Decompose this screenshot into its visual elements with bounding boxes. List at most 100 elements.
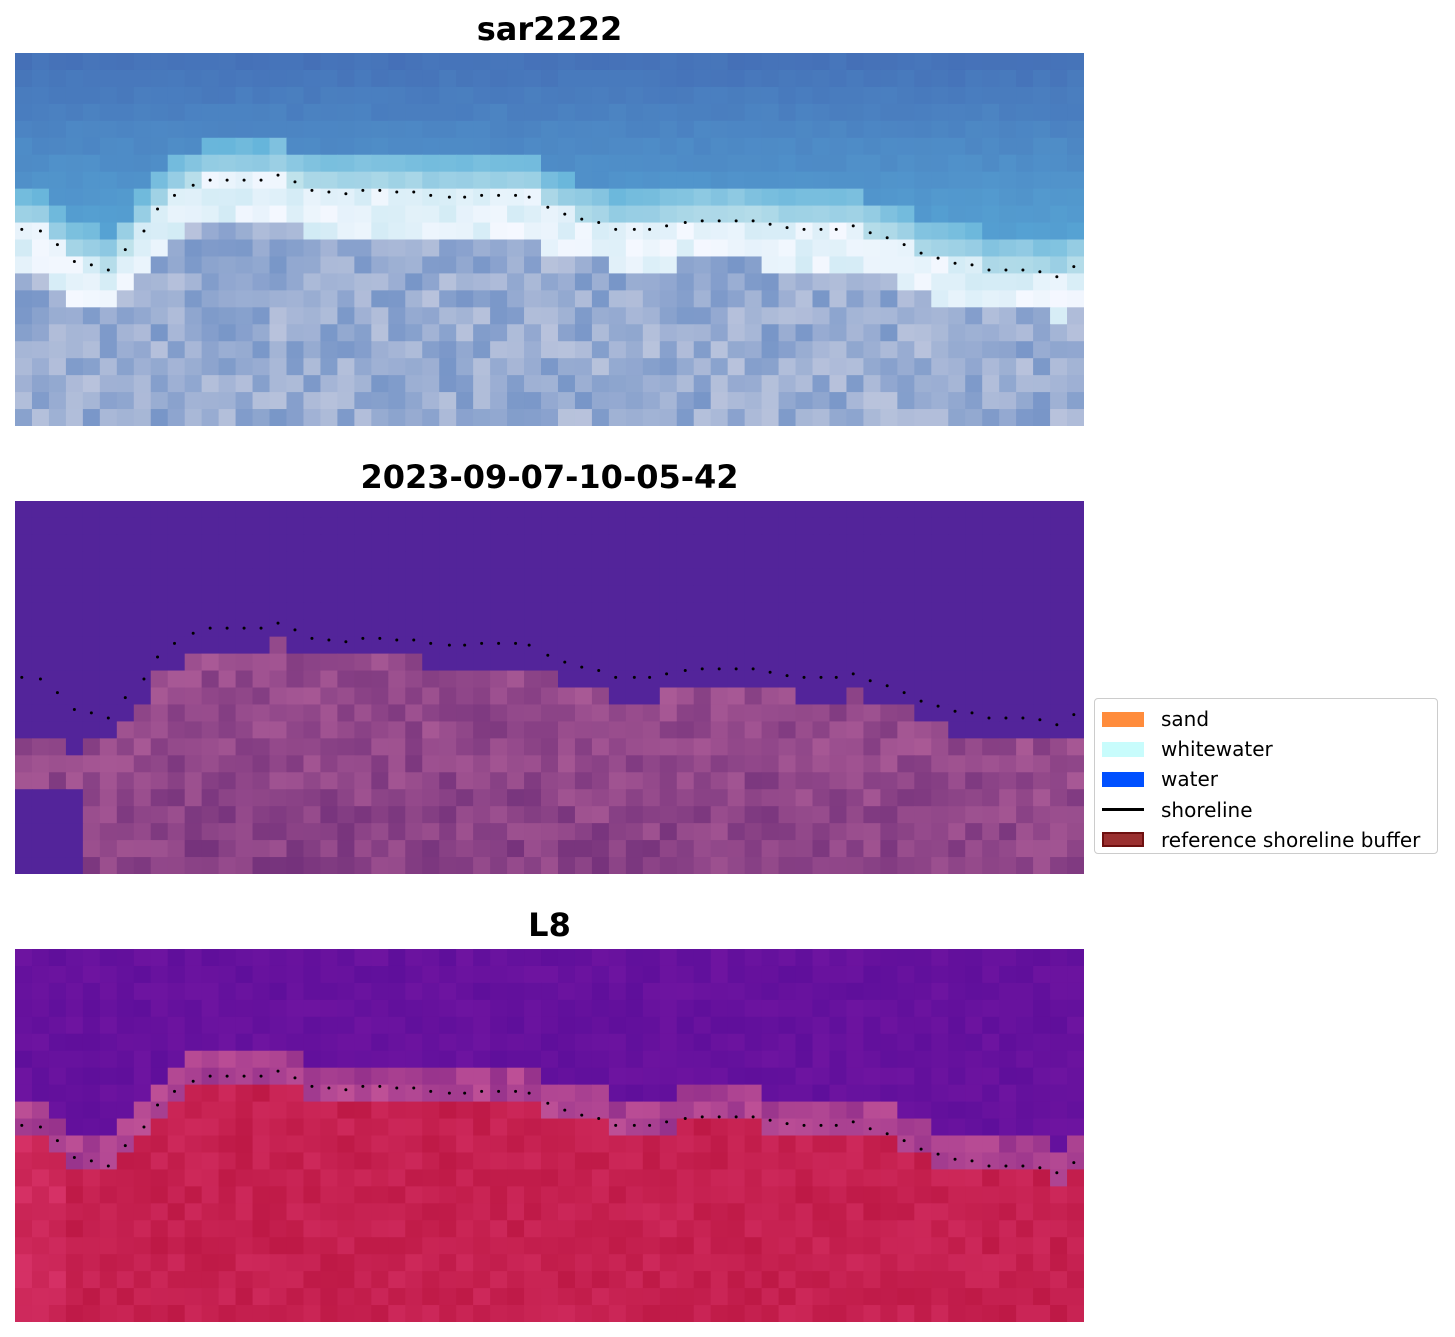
pixel-cell: [184, 653, 203, 672]
pixel-cell: [235, 307, 254, 325]
pixel-cell: [727, 256, 746, 275]
pixel-cell: [1016, 636, 1034, 655]
pixel-cell: [659, 120, 678, 139]
pixel-cell: [1033, 738, 1051, 756]
pixel-cell: [524, 721, 542, 739]
pixel-cell: [507, 273, 525, 291]
panel-title-sar: sar2222: [476, 10, 623, 48]
pixel-cell: [405, 585, 423, 604]
pixel-cell: [846, 1169, 865, 1187]
pixel-cell: [473, 857, 491, 874]
pixel-cell: [574, 982, 593, 1001]
pixel-cell: [608, 721, 627, 739]
pixel-cell: [948, 256, 966, 275]
pixel-cell: [591, 517, 610, 536]
pixel-cell: [914, 738, 932, 756]
pixel-cell: [473, 137, 491, 156]
pixel-cell: [931, 120, 949, 139]
pixel-cell: [846, 188, 865, 207]
pixel-cell: [116, 1050, 135, 1069]
pixel-cell: [218, 1237, 237, 1255]
pixel-cell: [388, 120, 406, 139]
pixel-cell: [218, 551, 237, 570]
pixel-cell: [693, 256, 712, 275]
pixel-cell: [184, 1254, 203, 1272]
pixel-cell: [337, 789, 355, 807]
pixel-cell: [693, 636, 712, 655]
pixel-cell: [99, 256, 118, 275]
shoreline-point: [225, 1074, 229, 1078]
pixel-cell: [48, 307, 67, 325]
pixel-cell: [167, 1016, 186, 1035]
pixel-cell: [490, 222, 508, 241]
pixel-cell: [490, 999, 508, 1018]
pixel-cell: [116, 222, 135, 241]
pixel-cell: [744, 205, 763, 224]
pixel-cell: [999, 205, 1017, 224]
pixel-cell: [625, 341, 644, 359]
pixel-cell: [337, 1084, 355, 1103]
pixel-cell: [235, 358, 254, 376]
pixel-cell: [456, 1288, 474, 1306]
pixel-cell: [829, 738, 848, 756]
pixel-cell: [337, 999, 355, 1018]
pixel-cell: [591, 670, 610, 689]
pixel-cell: [999, 738, 1017, 756]
pixel-cell: [608, 602, 627, 621]
pixel-cell: [405, 137, 423, 156]
pixel-cell: [897, 53, 915, 71]
pixel-cell: [948, 1254, 966, 1272]
shoreline-point: [156, 207, 160, 211]
pixel-cell: [693, 53, 712, 71]
pixel-cell: [65, 69, 84, 88]
pixel-cell: [965, 120, 983, 139]
pixel-cell: [388, 341, 406, 359]
pixel-cell: [625, 1203, 644, 1221]
pixel-cell: [303, 1169, 322, 1187]
pixel-cell: [65, 341, 84, 359]
pixel-cell: [778, 653, 797, 672]
pixel-cell: [235, 256, 254, 275]
pixel-cell: [490, 290, 508, 308]
pixel-cell: [642, 1067, 661, 1086]
pixel-cell: [1050, 239, 1068, 258]
pixel-cell: [1067, 687, 1084, 706]
pixel-cell: [846, 324, 865, 342]
pixel-cell: [829, 256, 848, 275]
pixel-cell: [897, 772, 915, 790]
shoreline-point: [1021, 1164, 1025, 1168]
pixel-cell: [965, 823, 983, 841]
pixel-cell: [948, 636, 966, 655]
pixel-cell: [354, 1254, 372, 1272]
pixel-cell: [116, 1220, 135, 1238]
pixel-cell: [65, 324, 84, 342]
pixel-cell: [303, 982, 322, 1001]
pixel-cell: [778, 1254, 797, 1272]
pixel-cell: [778, 358, 797, 376]
pixel-cell: [541, 222, 559, 241]
pixel-cell: [456, 307, 474, 325]
pixel-cell: [201, 1254, 220, 1272]
pixel-cell: [303, 409, 322, 426]
pixel-cell: [235, 823, 254, 841]
pixel-cell: [405, 755, 423, 773]
shoreline-point: [38, 677, 42, 681]
pixel-cell: [1050, 1084, 1068, 1103]
pixel-cell: [1067, 721, 1084, 739]
pixel-cell: [557, 602, 576, 621]
pixel-cell: [524, 1169, 542, 1187]
pixel-cell: [201, 324, 220, 342]
pixel-cell: [31, 1050, 50, 1069]
pixel-cell: [320, 823, 338, 841]
pixel-cell: [167, 1186, 186, 1204]
pixel-cell: [982, 1271, 1000, 1289]
pixel-cell: [693, 772, 712, 790]
shoreline-point: [480, 641, 484, 645]
pixel-cell: [15, 772, 33, 790]
pixel-cell: [371, 999, 389, 1018]
pixel-cell: [795, 86, 814, 105]
pixel-cell: [948, 1288, 966, 1306]
pixel-cell: [99, 358, 118, 376]
pixel-cell: [133, 1033, 152, 1052]
pixel-cell: [744, 375, 763, 393]
